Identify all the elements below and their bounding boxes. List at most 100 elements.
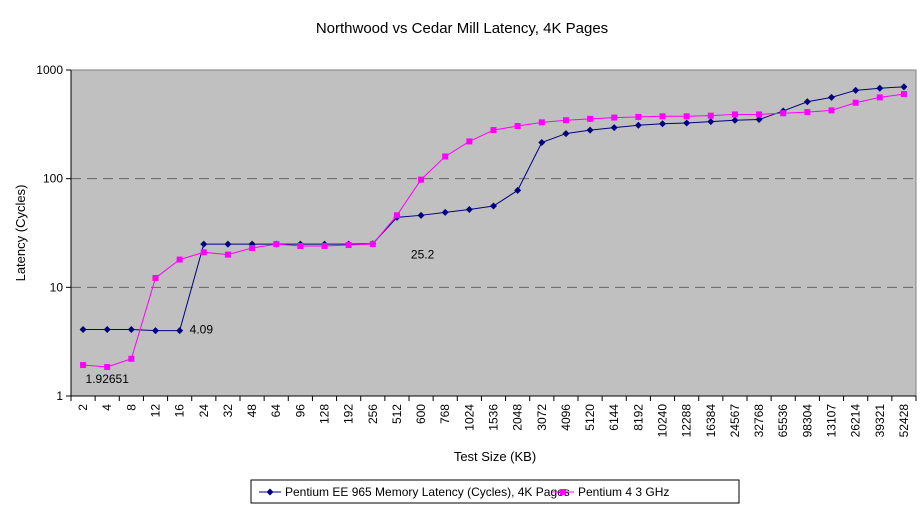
x-tick-label: 512	[390, 404, 404, 424]
legend-item: Pentium EE 965 Memory Latency (Cycles), …	[259, 485, 570, 499]
x-axis-ticks: 2 4 8 12 16 24 32 48 64 96 128 192 256 512 600 768 1024 1…	[76, 404, 911, 438]
data-point	[321, 243, 328, 250]
data-point	[803, 98, 811, 106]
x-tick-label: 16384	[704, 404, 718, 438]
data-point	[490, 127, 497, 134]
data-point	[176, 256, 183, 263]
data-label: 4.09	[190, 323, 214, 337]
data-point	[876, 84, 884, 92]
x-tick-label: 2	[76, 404, 90, 411]
data-point	[152, 327, 159, 335]
data-point	[828, 107, 835, 114]
x-tick-label: 96	[293, 404, 307, 418]
x-tick-label: 52428	[897, 404, 911, 438]
x-tick-label: 12288	[680, 404, 694, 438]
legend-box	[250, 479, 740, 504]
legend-label: Pentium 4 3 GHz	[578, 485, 669, 499]
data-point	[80, 362, 87, 369]
x-tick-label: 39321	[873, 404, 887, 438]
data-point	[634, 121, 642, 129]
data-point	[249, 245, 256, 252]
x-tick-label: 3072	[535, 404, 549, 431]
chart-title: Northwood vs Cedar Mill Latency, 4K Page…	[316, 20, 608, 37]
data-point	[707, 112, 714, 119]
data-point	[659, 120, 666, 128]
data-point	[707, 118, 715, 126]
x-tick-label: 65536	[776, 404, 790, 438]
data-point	[804, 109, 811, 116]
data-point	[587, 115, 594, 122]
data-point	[538, 139, 546, 147]
data-point	[611, 114, 618, 121]
legend-item: Pentium 4 3 GHz	[552, 485, 669, 499]
data-point	[465, 206, 473, 214]
data-point	[635, 113, 642, 120]
legend-marker	[266, 488, 274, 496]
data-point	[152, 274, 159, 281]
data-point	[200, 249, 207, 256]
x-tick-marks	[70, 396, 917, 401]
data-point	[224, 240, 232, 248]
data-point	[755, 116, 763, 124]
data-point	[79, 326, 87, 334]
y-axis-ticks: 1 10 100 1000	[36, 63, 916, 403]
data-point	[562, 117, 569, 124]
x-tick-label: 1536	[487, 404, 501, 431]
y-tick-label: 1	[56, 389, 63, 403]
data-point	[731, 111, 738, 118]
data-point	[562, 130, 570, 138]
annotations: 1.92651 4.09 25.2	[86, 248, 435, 386]
data-point	[876, 94, 883, 101]
data-point	[466, 138, 473, 145]
data-point	[297, 243, 304, 250]
plot-area	[70, 69, 917, 397]
data-point	[103, 326, 111, 334]
data-point	[756, 111, 763, 118]
x-tick-label: 8	[124, 404, 138, 411]
data-point	[442, 153, 449, 160]
data-point	[176, 327, 184, 335]
x-tick-label: 32	[221, 404, 235, 418]
data-point	[369, 241, 376, 248]
data-label: 1.92651	[86, 372, 130, 386]
x-tick-label: 4	[100, 404, 114, 411]
data-point	[128, 355, 135, 362]
data-point	[683, 119, 691, 127]
x-tick-label: 26214	[849, 404, 863, 438]
legend: Pentium EE 965 Memory Latency (Cycles), …	[250, 479, 740, 504]
x-tick-label: 192	[342, 404, 356, 424]
data-point	[731, 116, 739, 124]
x-tick-label: 8192	[631, 404, 645, 431]
gridlines	[71, 178, 916, 288]
data-point	[200, 240, 208, 248]
x-tick-label: 5120	[583, 404, 597, 431]
data-point	[441, 208, 449, 216]
x-tick-label: 768	[438, 404, 452, 424]
legend-label: Pentium EE 965 Memory Latency (Cycles), …	[285, 485, 570, 499]
series-2	[80, 91, 907, 370]
data-point	[345, 242, 352, 249]
data-point	[273, 241, 280, 248]
x-tick-label: 48	[245, 404, 259, 418]
series-layer	[79, 83, 908, 370]
y-tick-label: 10	[50, 280, 64, 294]
data-point	[224, 251, 231, 258]
data-point	[852, 99, 859, 106]
y-axis-label: Latency (Cycles)	[13, 185, 28, 282]
data-point	[538, 119, 545, 126]
legend-marker	[560, 489, 566, 495]
x-tick-label: 600	[414, 404, 428, 424]
x-tick-label: 12	[149, 404, 163, 418]
x-tick-label: 10240	[656, 404, 670, 438]
data-point	[828, 93, 835, 101]
data-point	[418, 176, 425, 183]
data-point	[514, 123, 521, 130]
data-point	[393, 212, 400, 219]
x-tick-label: 24567	[728, 404, 742, 438]
y-tick-label: 100	[43, 172, 63, 186]
x-tick-label: 1024	[462, 404, 476, 431]
data-point	[659, 113, 666, 120]
data-point	[610, 124, 618, 132]
data-point	[900, 83, 908, 91]
